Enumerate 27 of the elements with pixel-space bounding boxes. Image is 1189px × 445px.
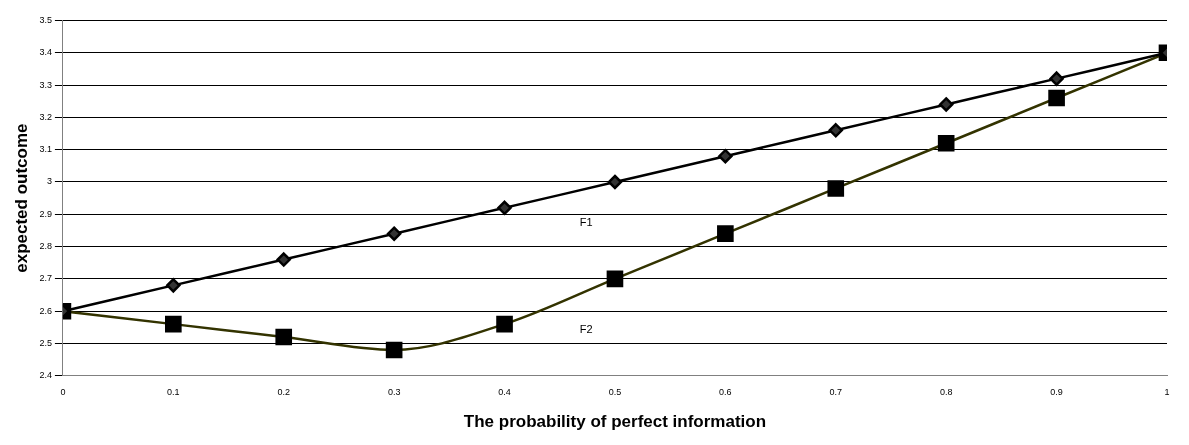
y-tick-label: 2.5 bbox=[39, 337, 52, 348]
x-tick-label: 0.3 bbox=[387, 386, 401, 397]
x-tick-label: 0.5 bbox=[608, 386, 622, 397]
x-tick-label: 0.1 bbox=[167, 386, 180, 397]
x-axis-title: The probability of perfect information bbox=[463, 412, 767, 432]
y-tick-label: 2.8 bbox=[39, 241, 52, 252]
text: F2 bbox=[579, 322, 593, 335]
x-tick-label: 0.8 bbox=[939, 386, 953, 397]
y-tick-label: 3.2 bbox=[39, 111, 52, 122]
y-tick-label: 3.5 bbox=[39, 14, 52, 25]
x-tick-label: 1 bbox=[1164, 386, 1170, 397]
y-tick-label: 3.1 bbox=[39, 144, 52, 155]
y-tick-label: 2.4 bbox=[39, 370, 52, 381]
x-tick-label: 0.7 bbox=[829, 386, 843, 397]
x-tick-label: 0.4 bbox=[498, 386, 511, 397]
y-tick-label: 3.3 bbox=[39, 79, 52, 90]
y-axis-title: expected outcome bbox=[11, 123, 31, 273]
y-tick-label: 2.7 bbox=[39, 273, 52, 284]
x-tick-label: 0 bbox=[60, 386, 66, 397]
x-tick-label: 0.2 bbox=[277, 386, 290, 397]
y-tick-label: 3.4 bbox=[39, 47, 52, 58]
y-tick-label: 2.9 bbox=[39, 208, 52, 219]
y-tick-label: 3 bbox=[46, 176, 52, 187]
x-tick-label: 0.6 bbox=[719, 386, 732, 397]
y-tick-label: 2.6 bbox=[39, 305, 52, 316]
x-tick-label: 0.9 bbox=[1050, 386, 1063, 397]
text: F1 bbox=[579, 215, 593, 228]
